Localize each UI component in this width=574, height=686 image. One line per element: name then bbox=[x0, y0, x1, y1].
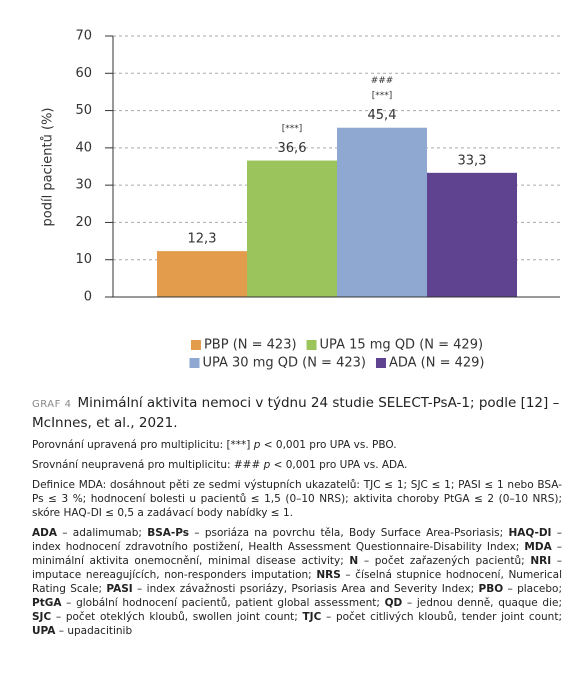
bar bbox=[157, 251, 247, 297]
glossary-term: NRI bbox=[530, 555, 552, 567]
figure-label: GRAF 4 bbox=[32, 399, 72, 410]
y-tick-label: 40 bbox=[75, 140, 92, 155]
legend-row: UPA 30 mg QD (N = 423) ADA (N = 429) bbox=[189, 356, 485, 371]
legend-label: UPA 15 mg QD (N = 429) bbox=[320, 338, 483, 353]
significance-label: [***] bbox=[372, 91, 393, 101]
glossary-term: ADA bbox=[32, 527, 57, 539]
y-tick-label: 50 bbox=[75, 103, 92, 118]
legend-label: UPA 30 mg QD (N = 423) bbox=[202, 356, 365, 371]
legend-row: PBP (N = 423) UPA 15 mg QD (N = 429) bbox=[190, 338, 483, 353]
note-text: < 0,001 pro UPA vs. PBO. bbox=[260, 439, 397, 451]
glossary-text: – číselná stupnice hodnocení, Numerical … bbox=[32, 569, 562, 595]
note-italic: p bbox=[253, 439, 261, 451]
legend-swatch bbox=[306, 340, 317, 350]
glossary-text: – upadacitinib bbox=[55, 625, 133, 637]
note-text: Porovnání upravená pro multiplicitu: [**… bbox=[32, 439, 254, 451]
glossary-term: HAQ-DI bbox=[508, 527, 552, 539]
glossary-text: – imputace nereagujících, non-responders… bbox=[32, 555, 563, 581]
glossary-text: – index hodnocení zdravotního postižení,… bbox=[32, 527, 562, 553]
glossary-term: UPA bbox=[32, 625, 56, 637]
note: Porovnání upravená pro multiplicitu: [**… bbox=[32, 438, 562, 452]
value-label: 12,3 bbox=[188, 232, 217, 247]
note-text: Srovnání neupravená pro multiplicitu: ##… bbox=[32, 459, 264, 471]
glossary-term: MDA bbox=[524, 541, 552, 553]
glossary-text: – globální hodnocení pacientů, patient g… bbox=[61, 597, 385, 609]
y-tick-label: 70 bbox=[75, 29, 92, 44]
glossary-term: PASI bbox=[106, 583, 133, 595]
notes: Porovnání upravená pro multiplicitu: [**… bbox=[32, 438, 562, 472]
glossary-text: – psoriáza na povrchu těla, Body Surface… bbox=[189, 527, 509, 539]
y-tick-label: 30 bbox=[75, 178, 92, 193]
bar bbox=[427, 172, 517, 297]
glossary-term: BSA-Ps bbox=[147, 527, 190, 539]
glossary-text: – počet zařazených pacientů; bbox=[358, 555, 531, 567]
chart: podíl pacientů (%) 0 10 20 30 40 50 60 70 12,3 36… bbox=[41, 29, 560, 371]
legend-swatch bbox=[189, 358, 200, 368]
bar bbox=[247, 160, 337, 297]
note: Srovnání neupravená pro multiplicitu: ##… bbox=[32, 458, 562, 472]
glossary-term: TJC bbox=[302, 611, 322, 623]
value-label: 45,4 bbox=[368, 108, 397, 123]
y-axis-label: podíl pacientů (%) bbox=[41, 108, 56, 227]
glossary-term: QD bbox=[384, 597, 403, 609]
legend-swatch bbox=[190, 340, 201, 350]
glossary-term: PBO bbox=[478, 583, 504, 595]
glossary-term: NRS bbox=[316, 569, 341, 581]
legend-swatch bbox=[375, 358, 386, 368]
glossary-text: – počet oteklých kloubů, swollen joint c… bbox=[51, 611, 303, 623]
glossary-text: – index závažnosti psoriázy, Psoriasis A… bbox=[132, 583, 479, 595]
glossary: ADA – adalimumab; BSA-Ps – psoriáza na p… bbox=[32, 526, 562, 638]
note-italic: p bbox=[263, 459, 271, 471]
y-tick-label: 60 bbox=[75, 66, 92, 81]
glossary-text: – jednou denně, quaque die; bbox=[402, 597, 562, 609]
value-label: 33,3 bbox=[458, 153, 487, 168]
glossary-term: SJC bbox=[32, 611, 52, 623]
note-text: < 0,001 pro UPA vs. ADA. bbox=[270, 459, 408, 471]
caption-title-row: GRAF 4 Minimální aktivita nemoci v týdnu … bbox=[32, 394, 562, 432]
y-tick-label: 0 bbox=[84, 290, 92, 305]
glossary-term: N bbox=[349, 555, 359, 567]
y-tick-label: 20 bbox=[75, 215, 92, 230]
glossary-text: – minimální aktivita onemocnění, minimal… bbox=[32, 541, 562, 567]
y-tick-label: 10 bbox=[75, 252, 92, 267]
glossary-text: – počet citlivých kloubů, tender joint c… bbox=[321, 611, 562, 623]
legend-label: ADA (N = 429) bbox=[389, 356, 485, 371]
value-label: 36,6 bbox=[278, 141, 307, 156]
legend-label: PBP (N = 423) bbox=[204, 338, 297, 353]
definition: Definice MDA: dosáhnout pěti ze sedmi vý… bbox=[32, 479, 562, 519]
caption: GRAF 4 Minimální aktivita nemoci v týdnu … bbox=[32, 394, 562, 644]
significance-label: [***] bbox=[282, 124, 303, 134]
glossary-text: – placebo; bbox=[503, 583, 562, 595]
bar bbox=[337, 127, 427, 297]
glossary-term: PtGA bbox=[32, 597, 62, 609]
figure-title: Minimální aktivita nemoci v týdnu 24 stu… bbox=[32, 395, 560, 431]
glossary-text: – adalimumab; bbox=[56, 527, 148, 539]
significance-label: ### bbox=[371, 76, 394, 86]
